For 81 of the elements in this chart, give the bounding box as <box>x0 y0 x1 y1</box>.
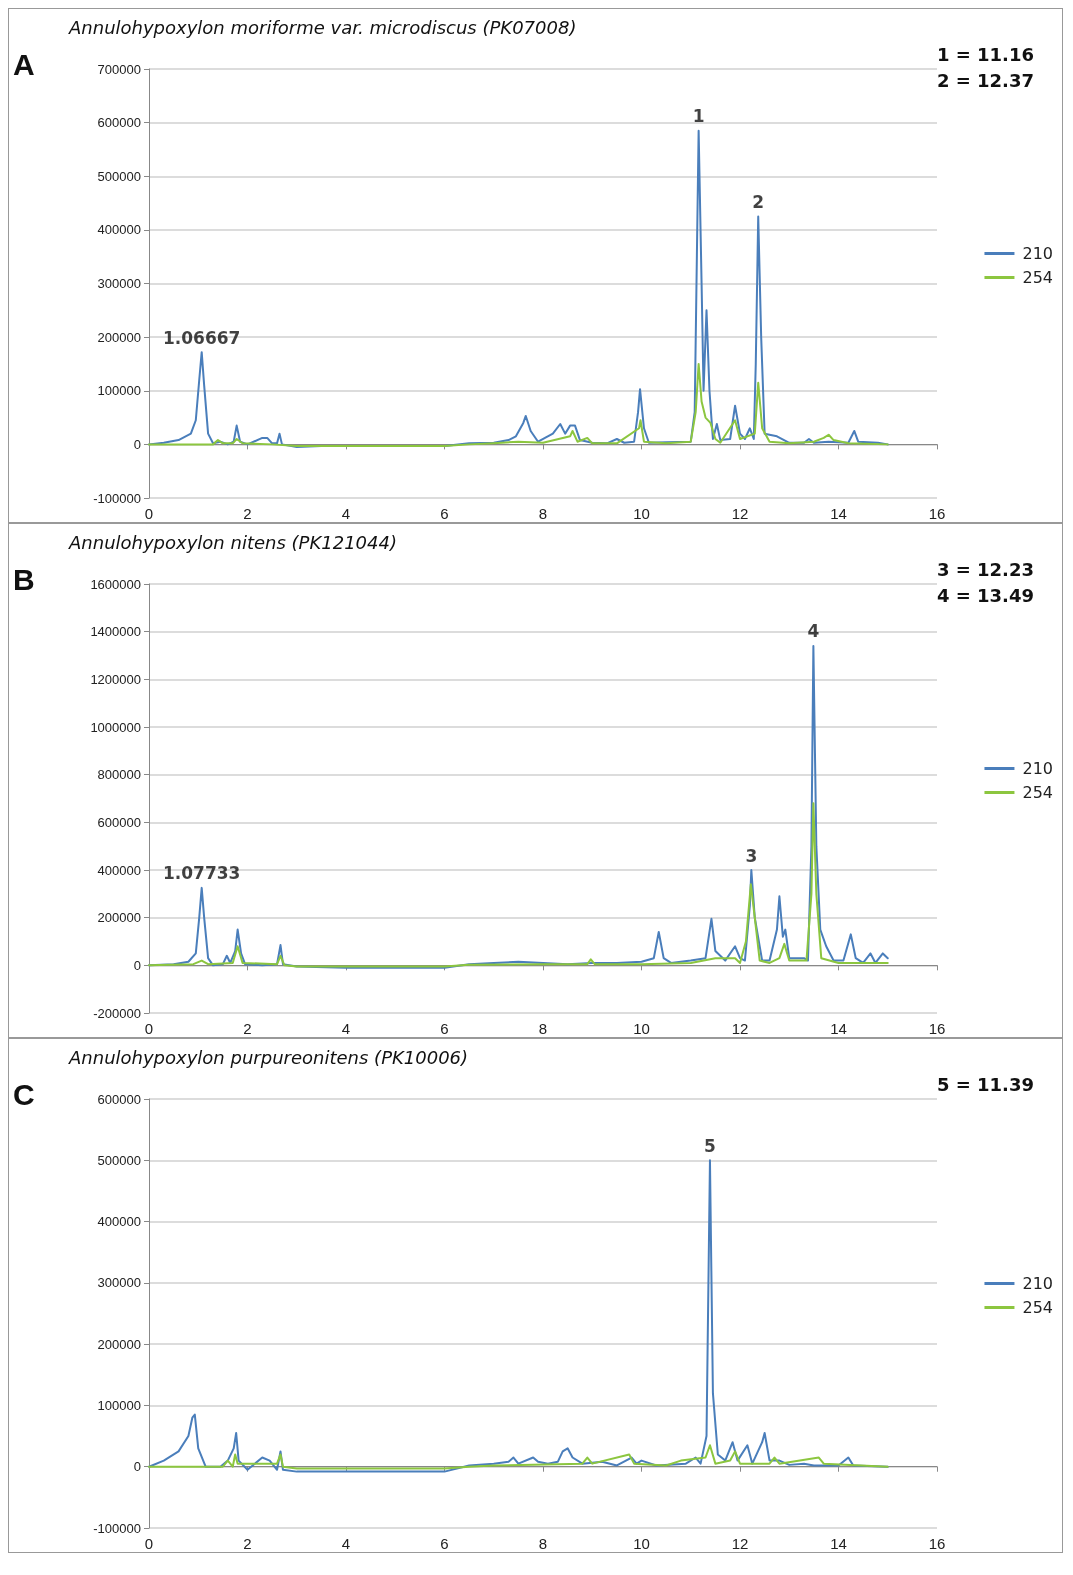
x-tick-label: 0 <box>144 1020 154 1037</box>
x-tick-label: 2 <box>243 1535 252 1552</box>
y-tick-label: 300000 <box>97 276 141 291</box>
annotation: 2 = 12.37 <box>936 69 1034 91</box>
y-tick-label: 1200000 <box>90 671 141 687</box>
y-tick-label: 700000 <box>97 61 141 77</box>
y-tick-label: 100000 <box>97 1397 141 1413</box>
annotation: 5 <box>704 1135 716 1156</box>
x-tick-label: 16 <box>928 1020 946 1037</box>
x-tick-label: 10 <box>633 505 650 522</box>
text: B <box>13 562 35 596</box>
y-tick-label: 1600000 <box>90 576 141 592</box>
y-tick-label: 200000 <box>97 1336 141 1352</box>
x-tick-label: 8 <box>538 505 548 522</box>
x-tick-label: 14 <box>830 1535 847 1552</box>
y-tick-label: 1400000 <box>90 624 141 640</box>
x-tick-label: 12 <box>731 505 749 522</box>
x-tick-label: 14 <box>830 505 847 522</box>
x-tick-label: 4 <box>341 1535 351 1552</box>
y-tick-label: 500000 <box>97 1152 141 1168</box>
x-tick-label: 16 <box>928 505 946 522</box>
annotation: 4 <box>807 621 820 642</box>
y-tick-label: 0 <box>133 436 141 452</box>
x-tick-label: 14 <box>830 1020 847 1037</box>
text: 3 = 12.23 <box>936 558 1034 580</box>
y-tick-label: 500000 <box>97 168 141 184</box>
y-tick-label: 800000 <box>97 767 141 783</box>
y-tick-label: 600000 <box>97 1091 141 1107</box>
x-tick-label: 2 <box>243 1020 252 1037</box>
y-tick-label: -200000 <box>93 1005 141 1021</box>
x-tick-label: 10 <box>633 1535 650 1552</box>
line-series <box>148 362 889 447</box>
annotation: 1.06667 <box>162 327 241 348</box>
legend-label: 210 <box>1022 759 1054 778</box>
y-tick-label: -100000 <box>93 1520 141 1536</box>
y-tick-label: 600000 <box>97 115 141 131</box>
y-tick-label: 0 <box>133 957 141 973</box>
chart-title: Annulohypoxylon purpureonitens (PK10006) <box>68 1046 469 1068</box>
annotation: 4 = 13.49 <box>936 584 1034 606</box>
x-tick-label: 0 <box>144 1535 154 1552</box>
legend-label: 254 <box>1022 268 1054 287</box>
x-tick-label: 2 <box>243 505 252 522</box>
y-tick-label: 400000 <box>97 1214 141 1230</box>
y-tick-label: 200000 <box>97 329 141 345</box>
annotation: 3 <box>745 845 758 866</box>
text: 1 = 11.16 <box>936 43 1034 65</box>
x-tick-label: 6 <box>440 1535 449 1552</box>
line-series <box>148 802 889 968</box>
x-tick-label: 8 <box>538 1535 548 1552</box>
annotation: 1.07733 <box>162 863 241 884</box>
x-tick-label: 4 <box>341 1020 351 1037</box>
text: A <box>13 47 35 81</box>
y-tick-label: -100000 <box>93 490 141 506</box>
x-tick-label: 6 <box>440 505 449 522</box>
annotation: 2 <box>752 191 765 212</box>
y-tick-label: 600000 <box>97 814 141 830</box>
legend-label: 254 <box>1022 1298 1054 1317</box>
x-tick-label: 0 <box>144 505 154 522</box>
y-tick-label: 0 <box>133 1459 141 1475</box>
x-tick-label: 4 <box>341 505 351 522</box>
x-tick-label: 6 <box>440 1020 449 1037</box>
y-tick-label: 400000 <box>97 862 141 878</box>
y-tick-label: 1000000 <box>90 719 141 735</box>
line-series <box>148 1444 889 1470</box>
y-tick-label: 100000 <box>97 383 141 399</box>
annotation: 1 <box>692 106 705 127</box>
legend-label: 210 <box>1022 1274 1054 1293</box>
legend-label: 254 <box>1022 783 1054 802</box>
chart-title: Annulohypoxylon moriforme var. microdiscus (PK07008) <box>68 16 577 38</box>
text: 5 = 11.39 <box>936 1073 1034 1095</box>
text: C <box>13 1077 35 1111</box>
y-tick-label: 200000 <box>97 910 141 926</box>
x-tick-label: 12 <box>731 1020 749 1037</box>
legend-label: 210 <box>1022 244 1054 263</box>
y-tick-label: 300000 <box>97 1275 141 1291</box>
y-tick-label: 400000 <box>97 222 141 238</box>
x-tick-label: 16 <box>928 1535 946 1552</box>
x-tick-label: 8 <box>538 1020 548 1037</box>
x-tick-label: 10 <box>633 1020 650 1037</box>
x-tick-label: 12 <box>731 1535 749 1552</box>
chart-title: Annulohypoxylon nitens (PK121044) <box>68 531 397 553</box>
